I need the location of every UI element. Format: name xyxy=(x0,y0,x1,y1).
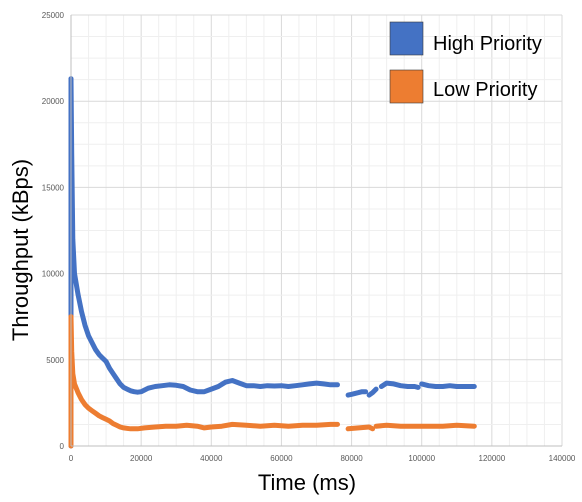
y-tick-label: 15000 xyxy=(42,183,65,192)
series-high-priority-trace xyxy=(345,389,369,398)
axes xyxy=(70,15,562,447)
tick-labels: 0 20000 40000 60000 80000 100000 120000 140000 0… xyxy=(42,11,576,463)
x-tick-label: 60000 xyxy=(270,454,293,463)
series-layer xyxy=(68,76,477,449)
x-tick-label: 80000 xyxy=(340,454,363,463)
x-tick-label: 40000 xyxy=(200,454,223,463)
x-tick-label: 20000 xyxy=(130,454,153,463)
x-tick-label: 120000 xyxy=(479,454,506,463)
y-tick-label: 25000 xyxy=(42,11,65,20)
series-high-priority-trace xyxy=(68,76,340,395)
x-tick-label: 100000 xyxy=(408,454,435,463)
x-axis-title: Time (ms) xyxy=(258,470,356,495)
x-tick-label: 140000 xyxy=(549,454,576,463)
y-tick-label: 20000 xyxy=(42,97,65,106)
y-tick-label: 10000 xyxy=(42,270,65,279)
series-low-priority-trace xyxy=(345,424,376,432)
legend-label-high-priority: High Priority xyxy=(433,33,542,55)
series-high-priority-trace xyxy=(366,386,379,398)
y-axis-title: Throughput (kBps) xyxy=(8,159,33,341)
legend-label-low-priority: Low Priority xyxy=(433,79,537,101)
legend: High Priority Low Priority xyxy=(389,21,542,104)
grid-lines xyxy=(70,14,563,447)
y-tick-label: 5000 xyxy=(46,356,64,365)
series-low-priority-trace xyxy=(68,314,340,432)
series-high-priority-trace xyxy=(419,381,477,389)
x-tick-label: 0 xyxy=(69,454,74,463)
y-tick-label: 0 xyxy=(60,442,65,451)
legend-swatch-low-priority xyxy=(389,69,424,104)
series-low-priority-trace xyxy=(373,422,477,429)
series-high-priority xyxy=(68,76,477,449)
series-high-priority-trace xyxy=(378,380,421,390)
legend-swatch-high-priority xyxy=(389,21,424,56)
